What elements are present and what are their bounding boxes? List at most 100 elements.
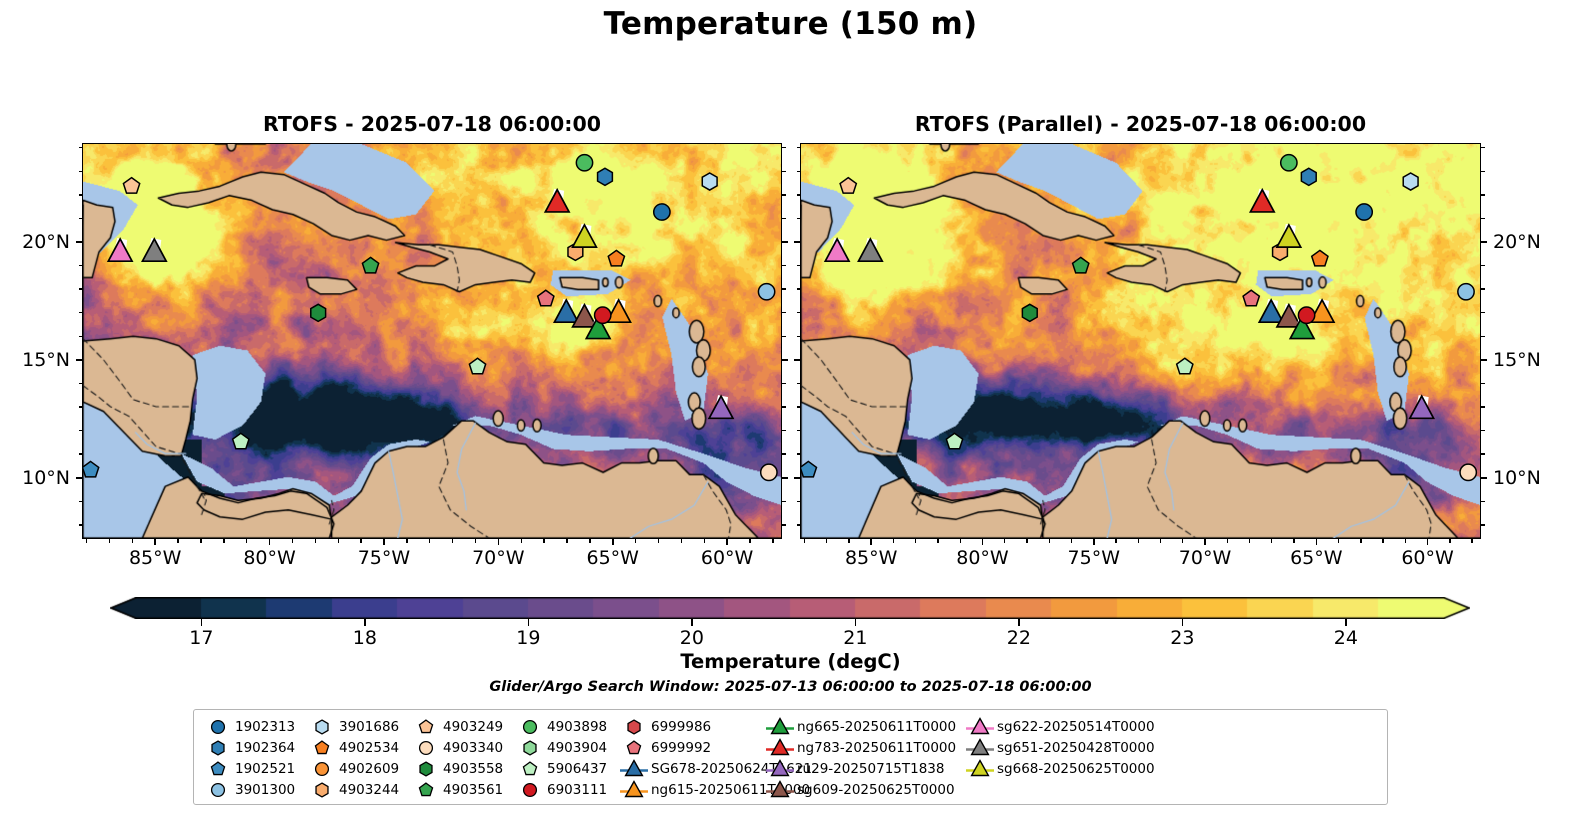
map-marker[interactable]	[1308, 298, 1336, 324]
argo-marker[interactable]	[1402, 172, 1419, 191]
map-marker[interactable]	[1242, 289, 1261, 307]
marker-legend[interactable]: 1902313 1902364 1902521 3901300 3901686 49025…	[193, 709, 1388, 805]
argo-marker[interactable]	[361, 256, 380, 274]
legend-entry[interactable]: 3901686	[307, 716, 411, 737]
map-marker[interactable]	[106, 237, 134, 263]
legend-entry[interactable]: 4903340	[411, 737, 515, 758]
glider-marker[interactable]	[571, 302, 598, 328]
map-marker[interactable]	[1275, 302, 1303, 328]
map-marker[interactable]	[571, 302, 598, 328]
map-marker[interactable]	[1457, 282, 1475, 301]
glider-marker[interactable]	[106, 237, 134, 263]
legend-entry[interactable]: 4903244	[307, 779, 411, 800]
legend-entry[interactable]: 3901300	[203, 779, 307, 800]
map-marker[interactable]	[1071, 256, 1090, 274]
legend-entry[interactable]: 6903111	[515, 779, 619, 800]
map-marker[interactable]	[945, 432, 964, 450]
argo-marker[interactable]	[1175, 357, 1194, 375]
legend-entry[interactable]: 4903904	[515, 737, 619, 758]
legend-entry[interactable]: 6999986	[619, 716, 765, 737]
map-marker[interactable]	[823, 237, 851, 263]
map-marker[interactable]	[552, 298, 580, 324]
legend-entry[interactable]: 4903558	[411, 758, 515, 779]
map-marker[interactable]	[1355, 203, 1374, 221]
map-marker[interactable]	[361, 256, 380, 274]
legend-entry[interactable]: 5906437	[515, 758, 619, 779]
argo-marker[interactable]	[1459, 463, 1478, 482]
map-marker[interactable]	[1257, 298, 1285, 324]
argo-marker[interactable]	[122, 176, 141, 194]
map-marker[interactable]	[652, 203, 671, 221]
glider-marker[interactable]	[584, 314, 612, 340]
argo-marker[interactable]	[231, 432, 250, 450]
argo-marker[interactable]	[945, 432, 964, 450]
map-marker[interactable]	[1300, 167, 1317, 187]
argo-marker[interactable]	[1071, 256, 1090, 274]
legend-entry[interactable]: sg609-20250625T0000	[765, 779, 965, 800]
argo-marker[interactable]	[83, 460, 100, 478]
map-marker[interactable]	[1175, 357, 1194, 375]
map-marker[interactable]	[1279, 153, 1298, 172]
glider-marker[interactable]	[1275, 302, 1303, 328]
argo-marker[interactable]	[701, 172, 718, 191]
map-marker[interactable]	[468, 357, 487, 375]
map-marker[interactable]	[575, 153, 594, 172]
map-marker[interactable]	[857, 237, 884, 263]
glider-marker[interactable]	[552, 298, 580, 324]
argo-marker[interactable]	[310, 303, 327, 323]
glider-marker[interactable]	[571, 223, 598, 248]
argo-marker[interactable]	[801, 460, 818, 478]
map-marker[interactable]	[1310, 249, 1329, 267]
map-marker[interactable]	[122, 176, 141, 194]
map-marker[interactable]	[1248, 187, 1276, 213]
legend-entry[interactable]: 4902534	[307, 737, 411, 758]
argo-marker[interactable]	[1279, 153, 1298, 172]
argo-marker[interactable]	[1021, 303, 1038, 323]
argo-marker[interactable]	[1300, 167, 1317, 187]
map-marker[interactable]	[839, 176, 858, 194]
glider-marker[interactable]	[1288, 314, 1316, 340]
legend-entry[interactable]: 1902364	[203, 737, 307, 758]
map-marker[interactable]	[707, 394, 735, 420]
legend-entry[interactable]: 6999992	[619, 737, 765, 758]
map-marker[interactable]	[141, 237, 168, 263]
argo-marker[interactable]	[607, 249, 626, 267]
argo-marker[interactable]	[652, 203, 671, 221]
argo-marker[interactable]	[759, 463, 778, 482]
map-marker[interactable]	[701, 172, 718, 191]
argo-marker[interactable]	[757, 282, 776, 301]
map-marker[interactable]	[83, 460, 100, 478]
map-marker[interactable]	[801, 460, 818, 478]
legend-entry[interactable]: sg668-20250625T0000	[965, 758, 1165, 779]
legend-entry[interactable]: 1902521	[203, 758, 307, 779]
argo-marker[interactable]	[1310, 249, 1329, 267]
legend-entry[interactable]: ng665-20250611T0000	[765, 716, 965, 737]
map-marker[interactable]	[607, 249, 626, 267]
map-marker[interactable]	[1402, 172, 1419, 191]
map-marker[interactable]	[1275, 223, 1303, 248]
legend-entry[interactable]: 4903898	[515, 716, 619, 737]
map-marker[interactable]	[759, 463, 778, 482]
legend-entry[interactable]: sg622-20250514T0000	[965, 716, 1165, 737]
argo-marker[interactable]	[1457, 282, 1475, 301]
map-marker[interactable]	[1021, 303, 1038, 323]
legend-entry[interactable]: 4903249	[411, 716, 515, 737]
legend-entry[interactable]: sg651-20250428T0000	[965, 737, 1165, 758]
legend-entry[interactable]: 4902609	[307, 758, 411, 779]
map-marker[interactable]	[596, 167, 614, 187]
map-marker[interactable]	[536, 289, 555, 307]
map-marker[interactable]	[593, 306, 612, 325]
map-marker[interactable]	[605, 298, 632, 324]
argo-marker[interactable]	[575, 153, 594, 172]
argo-marker[interactable]	[1297, 306, 1316, 325]
legend-entry[interactable]: ng615-20250611T0000	[619, 779, 810, 800]
legend-entry[interactable]: ru29-20250715T1838	[765, 758, 965, 779]
glider-marker[interactable]	[823, 237, 851, 263]
map-marker[interactable]	[757, 282, 776, 301]
map-marker[interactable]	[543, 187, 571, 213]
map-panel-left[interactable]	[82, 143, 782, 539]
map-marker[interactable]	[310, 303, 327, 323]
argo-marker[interactable]	[536, 289, 555, 307]
argo-marker[interactable]	[1355, 203, 1374, 221]
map-marker[interactable]	[1459, 463, 1478, 482]
